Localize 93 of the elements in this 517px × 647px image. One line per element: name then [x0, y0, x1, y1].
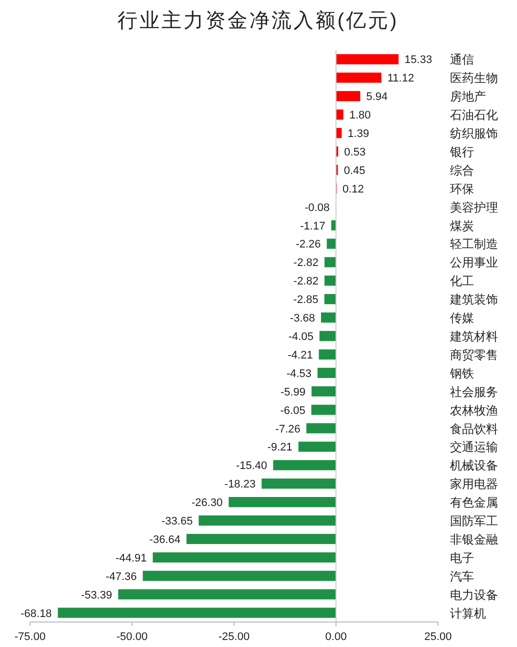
- bar: [298, 442, 336, 452]
- bar: [58, 608, 336, 618]
- data-label: -2.82: [293, 276, 318, 288]
- bar: [319, 330, 336, 342]
- data-label: -15.40: [236, 460, 268, 472]
- bar: [324, 257, 336, 268]
- bar: [152, 552, 336, 562]
- bar: [262, 478, 336, 489]
- data-label: -3.68: [290, 312, 315, 325]
- y-tick-label: 有色金属: [450, 496, 498, 510]
- bar: [320, 312, 336, 323]
- bar: [336, 72, 382, 83]
- x-tick-label: 0.00: [325, 631, 347, 643]
- y-tick-label: 综合: [450, 163, 474, 178]
- y-tick-label: 商贸零售: [450, 348, 498, 362]
- data-label: 15.33: [404, 54, 432, 66]
- data-label: -33.65: [162, 516, 193, 528]
- y-tick-label: 农林牧渔: [450, 403, 498, 418]
- x-tick-label: -50.00: [116, 631, 148, 643]
- y-tick-label: 纺织服饰: [450, 126, 498, 141]
- data-label: -68.18: [20, 608, 52, 620]
- y-tick-label: 传媒: [450, 311, 474, 326]
- bar: [324, 294, 336, 304]
- y-tick-label: 钢铁: [449, 366, 474, 380]
- bar: [198, 515, 336, 526]
- bar: [312, 386, 336, 396]
- data-label: -44.91: [116, 552, 147, 564]
- y-tick-label: 公用事业: [450, 256, 498, 270]
- data-label: -1.17: [300, 220, 326, 232]
- data-label: -47.36: [106, 570, 137, 583]
- data-label: -2.82: [293, 257, 318, 270]
- x-tick-label: -75.00: [14, 631, 46, 643]
- y-tick-label: 环保: [450, 182, 474, 196]
- y-tick-label: 家用电器: [450, 477, 498, 492]
- y-tick-label: 银行: [449, 144, 474, 159]
- y-tick-label: 建筑装饰: [449, 292, 498, 307]
- bar: [336, 54, 399, 64]
- y-tick-label: 煤炭: [450, 218, 474, 233]
- data-label: 0.53: [344, 146, 366, 158]
- data-label: 5.94: [366, 91, 388, 104]
- data-label: 1.39: [348, 128, 370, 140]
- bar: [273, 460, 336, 470]
- bar: [186, 534, 336, 544]
- y-tick-label: 社会服务: [450, 384, 498, 399]
- data-label: -7.26: [275, 423, 300, 436]
- y-tick-label: 食品饮料: [450, 422, 498, 436]
- chart-title: 行业主力资金净流入额(亿元): [117, 9, 399, 32]
- data-label: -53.39: [80, 589, 112, 602]
- y-tick-label: 国防军工: [450, 514, 498, 528]
- bar: [336, 91, 360, 102]
- y-tick-label: 电力设备: [450, 588, 498, 602]
- bar: [142, 570, 336, 581]
- x-tick-label: -25.00: [218, 631, 250, 643]
- data-label: -26.30: [191, 497, 223, 510]
- data-label: -2.26: [296, 238, 321, 251]
- data-label: 0.12: [342, 183, 364, 196]
- bar: [228, 496, 336, 508]
- bar: [318, 368, 336, 378]
- y-tick-label: 汽车: [450, 569, 474, 584]
- bar: [336, 110, 344, 120]
- data-label: -4.21: [288, 349, 313, 362]
- y-tick-label: 美容护理: [450, 200, 498, 214]
- bar: [311, 404, 336, 415]
- data-label: -36.64: [149, 534, 181, 546]
- y-tick-label: 非银金融: [450, 532, 498, 546]
- y-tick-label: 计算机: [450, 606, 486, 620]
- data-label: 11.12: [387, 72, 414, 85]
- y-tick-label: 轻工制造: [450, 237, 498, 252]
- data-label: -0.08: [304, 202, 330, 214]
- data-label: 1.80: [349, 110, 371, 122]
- y-tick-label: 房地产: [450, 90, 486, 104]
- bar: [326, 238, 336, 249]
- data-label: -4.05: [288, 331, 314, 343]
- data-label: -2.85: [293, 294, 318, 306]
- data-label: -9.21: [267, 442, 292, 454]
- bar: [318, 349, 336, 360]
- y-tick-label: 建筑材料: [449, 330, 498, 344]
- data-label: -4.53: [286, 368, 312, 380]
- bar: [324, 276, 336, 286]
- y-tick-label: 电子: [450, 550, 474, 565]
- y-tick-label: 交通运输: [450, 440, 498, 454]
- data-label: -6.05: [280, 404, 306, 417]
- bar: [306, 423, 336, 434]
- y-tick-label: 医药生物: [450, 71, 498, 86]
- y-tick-label: 通信: [450, 52, 474, 67]
- y-tick-label: 化工: [450, 274, 474, 288]
- data-label: 0.45: [344, 164, 366, 177]
- x-tick-label: 25.00: [424, 631, 452, 643]
- y-tick-label: 石油石化: [450, 108, 498, 122]
- y-tick-label: 机械设备: [450, 458, 498, 473]
- data-label: -18.23: [224, 478, 256, 491]
- data-label: -5.99: [280, 386, 306, 398]
- bar: [118, 589, 336, 600]
